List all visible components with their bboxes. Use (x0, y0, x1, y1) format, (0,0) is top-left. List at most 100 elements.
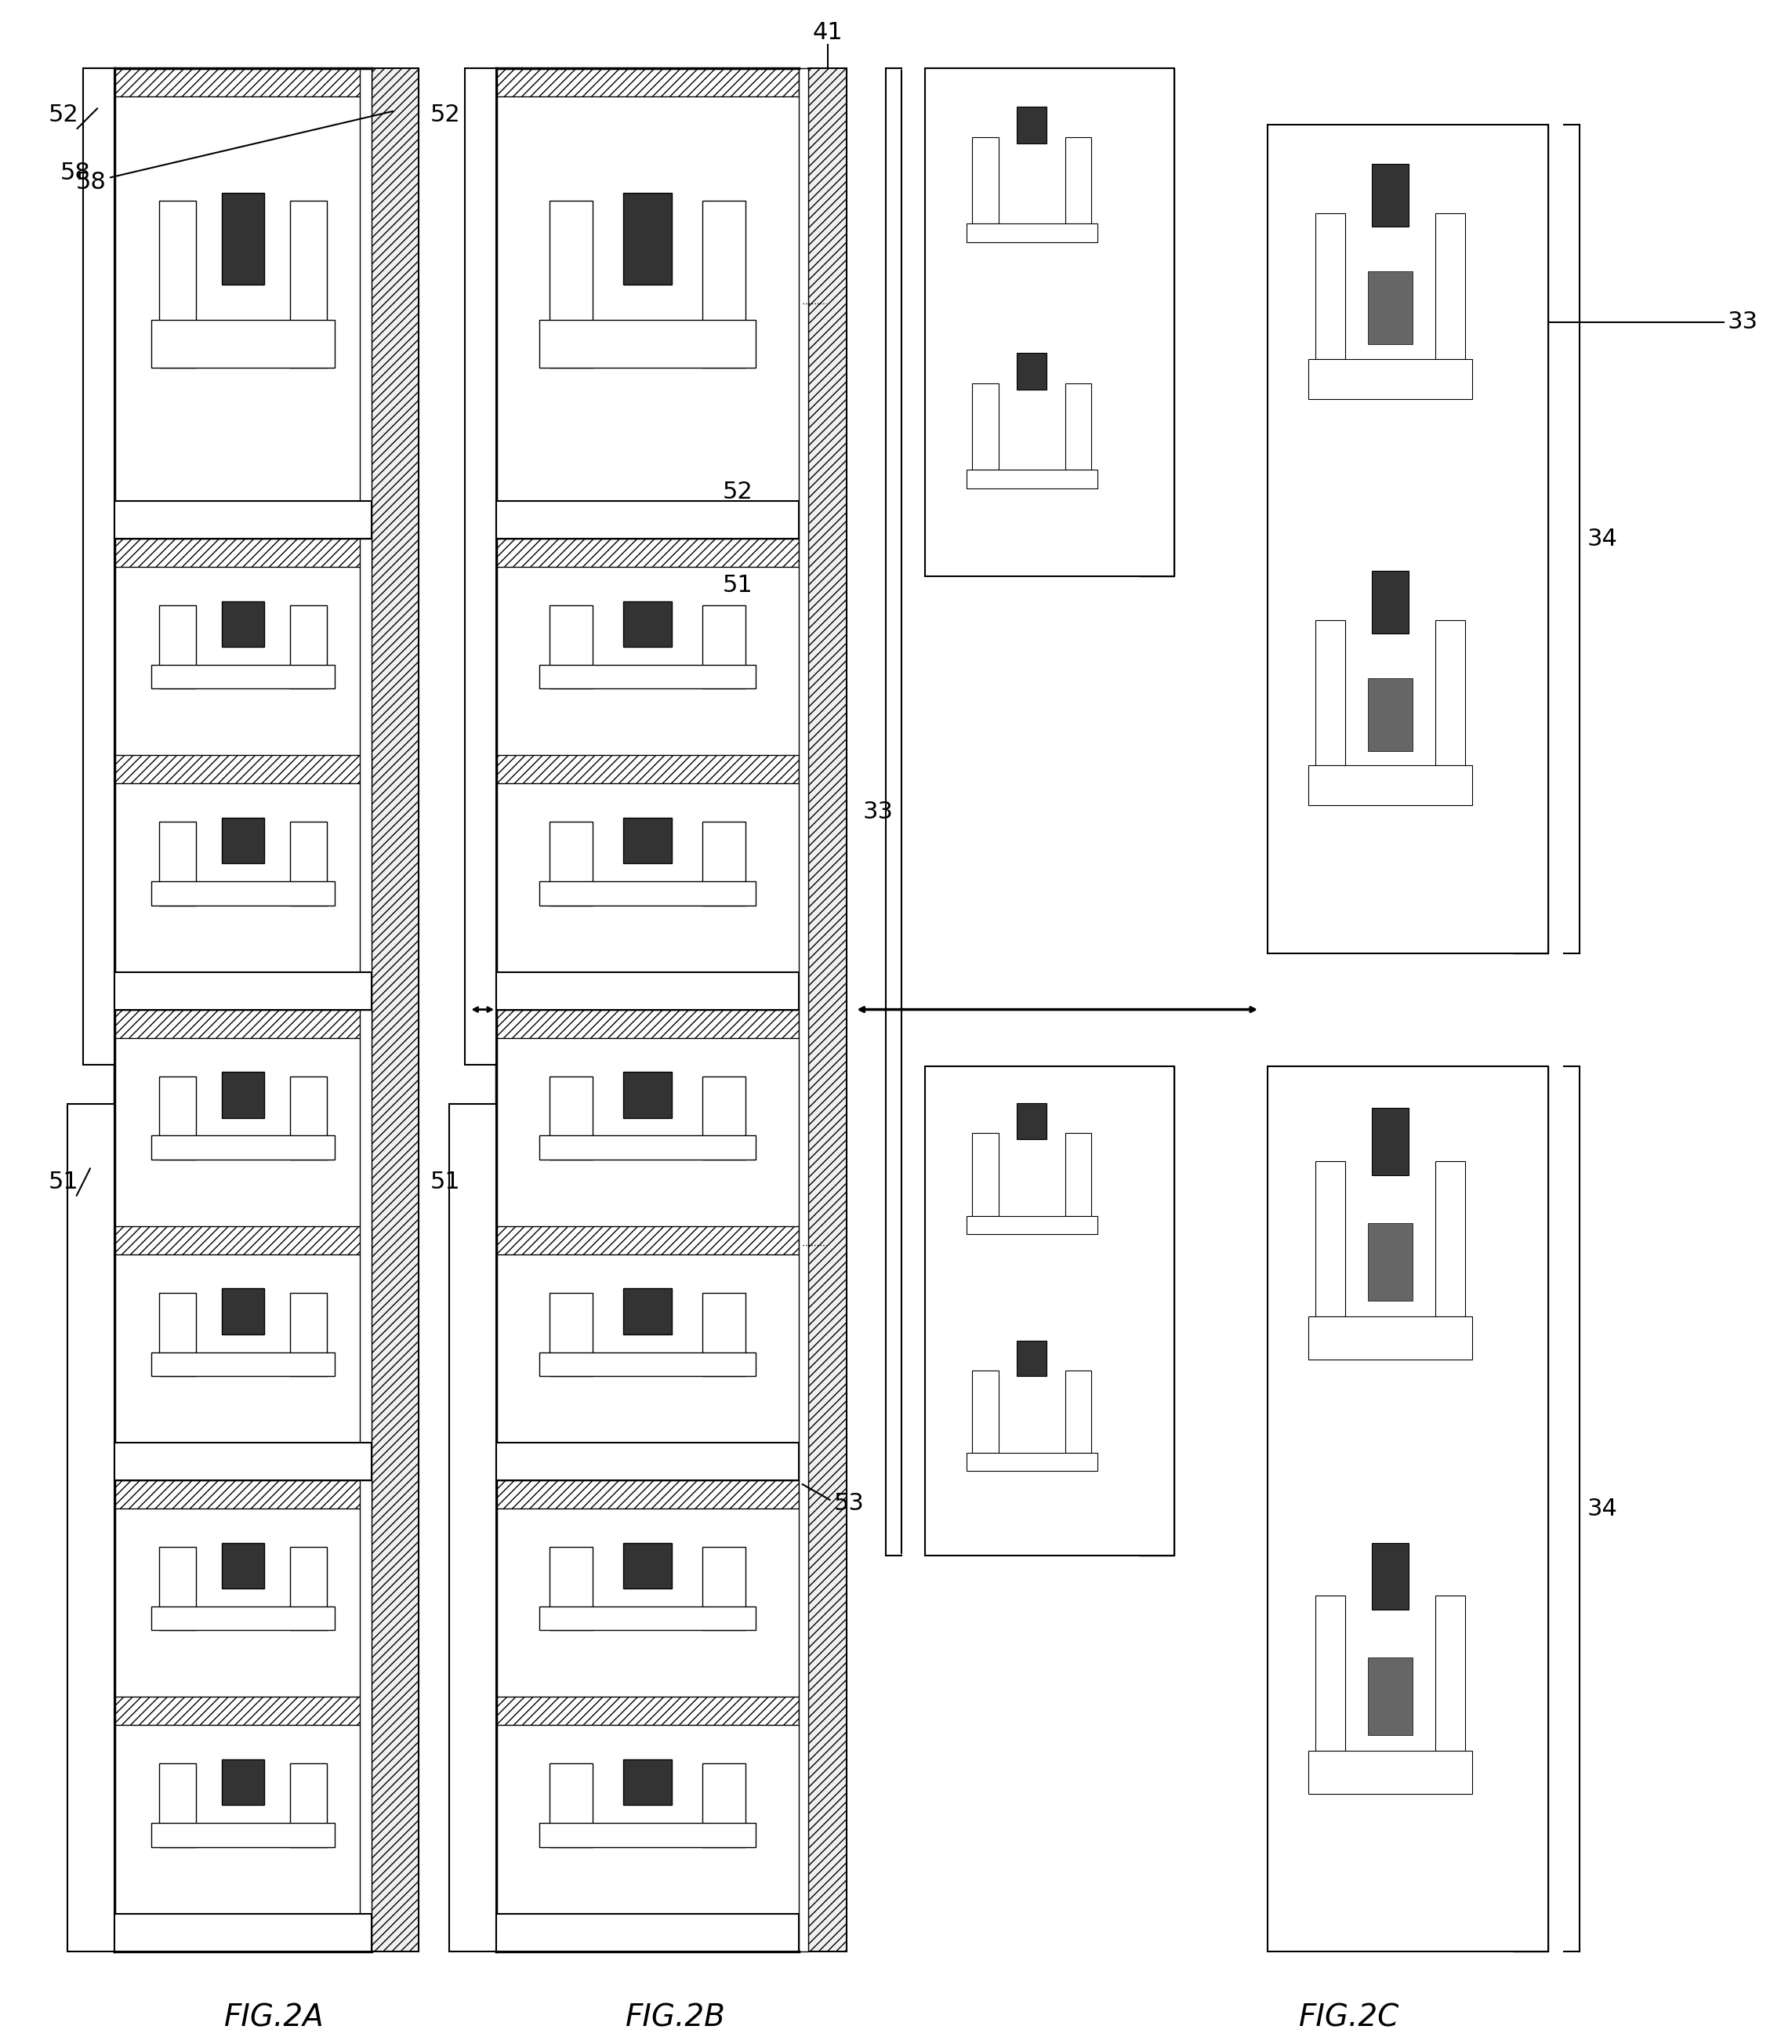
Bar (1315, 213, 1346, 360)
Bar (624, 1071, 672, 1118)
Text: 34: 34 (1588, 527, 1618, 550)
Bar (496, 1480, 799, 1508)
Bar (222, 192, 263, 284)
Bar (554, 219, 588, 352)
Bar (115, 501, 371, 540)
Bar (496, 756, 799, 783)
Text: 52: 52 (722, 480, 753, 503)
Text: 51: 51 (722, 574, 753, 597)
Bar (548, 605, 593, 689)
Bar (1066, 384, 1090, 468)
Bar (222, 1760, 263, 1805)
Bar (163, 1555, 192, 1623)
Bar (702, 605, 745, 689)
Bar (966, 1216, 1097, 1235)
Bar (932, 1073, 1131, 1102)
Bar (496, 501, 799, 540)
Bar (1064, 1369, 1091, 1453)
Bar (151, 1353, 335, 1376)
Bar (548, 200, 593, 368)
Bar (1066, 1372, 1090, 1451)
Text: 52: 52 (48, 104, 79, 127)
Bar (159, 1075, 197, 1159)
Bar (1018, 354, 1047, 390)
Bar (163, 219, 192, 352)
Bar (222, 601, 263, 648)
Bar (163, 1302, 192, 1367)
Bar (706, 1302, 742, 1367)
Bar (290, 605, 326, 689)
Bar (290, 822, 326, 905)
Bar (966, 470, 1097, 489)
Bar (163, 613, 192, 681)
Text: 33: 33 (1727, 311, 1758, 333)
Bar (84, 67, 115, 1065)
Bar (1066, 139, 1090, 223)
Bar (1371, 570, 1409, 634)
Bar (294, 613, 323, 681)
Bar (1308, 1316, 1473, 1359)
Bar (539, 1607, 756, 1631)
Bar (548, 1764, 593, 1848)
Bar (539, 1823, 756, 1848)
Bar (702, 1075, 745, 1159)
Bar (1371, 164, 1409, 227)
Bar (496, 1443, 799, 1480)
Text: 58: 58 (75, 110, 392, 194)
Bar (290, 1292, 326, 1376)
Bar (539, 321, 756, 368)
Bar (151, 1136, 335, 1159)
Bar (1018, 1341, 1047, 1376)
Bar (1317, 1596, 1344, 1750)
Bar (290, 1764, 326, 1848)
Bar (706, 1555, 742, 1623)
Bar (973, 384, 996, 468)
Bar (539, 881, 756, 905)
Bar (1066, 1134, 1090, 1214)
Bar (115, 1443, 371, 1480)
Bar (159, 200, 197, 368)
Bar (973, 384, 998, 470)
Bar (554, 1302, 588, 1367)
Bar (932, 1310, 1131, 1339)
Bar (496, 1913, 799, 1952)
Bar (1018, 1104, 1047, 1139)
Bar (159, 1547, 197, 1631)
Bar (1367, 679, 1412, 750)
Text: 51: 51 (48, 1171, 79, 1194)
Bar (808, 67, 848, 1952)
Bar (496, 67, 799, 96)
Bar (1367, 1658, 1412, 1735)
Bar (163, 1772, 192, 1840)
Bar (1308, 1752, 1473, 1795)
Bar (294, 1302, 323, 1367)
Bar (1437, 215, 1464, 358)
Bar (1140, 1067, 1174, 1555)
Bar (115, 67, 371, 96)
Bar (1276, 1073, 1505, 1118)
Bar (1371, 1108, 1409, 1175)
Text: FIG.2A: FIG.2A (224, 2003, 324, 2032)
Bar (151, 881, 335, 905)
Bar (290, 1075, 326, 1159)
Text: 51: 51 (430, 1171, 461, 1194)
Bar (1317, 215, 1344, 358)
Bar (624, 601, 672, 648)
Bar (966, 223, 1097, 241)
Bar (554, 613, 588, 681)
Bar (496, 540, 799, 566)
Bar (159, 1764, 197, 1848)
Bar (1308, 764, 1473, 805)
Bar (1315, 1596, 1346, 1752)
Bar (1437, 1163, 1464, 1314)
Bar (799, 67, 808, 1952)
Bar (973, 139, 996, 223)
Bar (496, 1010, 799, 1038)
Bar (554, 1085, 588, 1151)
Bar (115, 756, 371, 783)
Bar (1276, 540, 1505, 578)
Bar (360, 67, 371, 1952)
Bar (554, 1772, 588, 1840)
Bar (925, 1067, 1174, 1555)
Bar (702, 822, 745, 905)
